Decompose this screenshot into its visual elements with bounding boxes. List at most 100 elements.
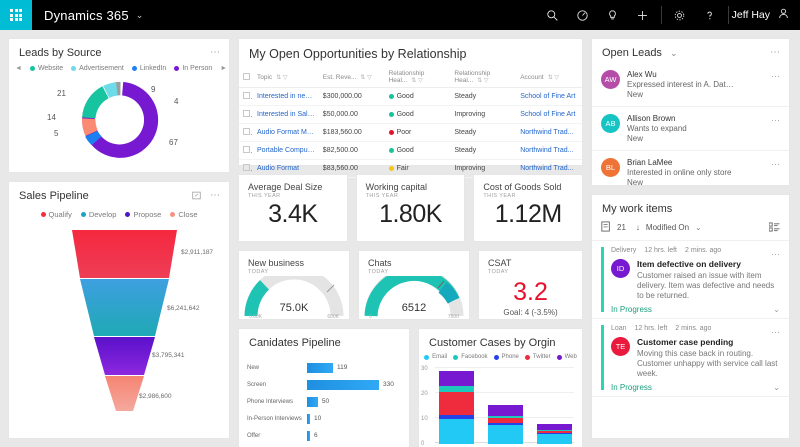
legend-item-close[interactable]: Close xyxy=(170,210,198,219)
bar-segment-web xyxy=(439,370,474,386)
search-icon[interactable] xyxy=(538,0,568,30)
legend-item-advertisement[interactable]: Advertisement xyxy=(71,65,124,72)
column-topic[interactable]: Topic ⇅ ▽ xyxy=(253,67,319,88)
column-revenue[interactable]: Est. Reve... ⇅ ▽ xyxy=(318,67,385,88)
list-item-more-button[interactable]: ⋯ xyxy=(771,115,781,125)
my-work-items-card: My work items 21 ↓ Modified On ⌄ Deliver… xyxy=(591,194,790,439)
list-item-more-button[interactable]: ⋯ xyxy=(771,71,781,81)
table-row[interactable]: Portable Computing $82,500.00 Good Steady No… xyxy=(239,141,582,160)
stacked-bar[interactable] xyxy=(488,404,523,444)
work-items-toolbar: 21 ↓ Modified On ⌄ xyxy=(592,219,789,241)
legend-next-icon[interactable]: ► xyxy=(220,65,228,72)
legend-item-develop[interactable]: Develop xyxy=(80,210,116,219)
filter-clock-icon[interactable] xyxy=(568,0,598,30)
chevron-down-icon[interactable]: ⌄ xyxy=(773,383,780,392)
leads-legend: ◄ Website Advertisement LinkedIn In Pers… xyxy=(9,63,229,72)
waffle-grid-icon[interactable] xyxy=(0,0,32,30)
row-checkbox[interactable] xyxy=(239,123,253,142)
legend-item-phone[interactable]: Phone xyxy=(493,354,519,360)
sort-icon[interactable]: ⇅ ▽ xyxy=(276,74,288,81)
list-item[interactable]: BL Brian LaMee Interested in online only s… xyxy=(592,151,789,195)
column-label: Topic xyxy=(257,73,273,81)
legend-prev-icon[interactable]: ◄ xyxy=(15,65,22,72)
row-checkbox[interactable] xyxy=(239,87,253,106)
cell-topic[interactable]: Interested in new cell p... xyxy=(253,87,319,106)
legend-item-website[interactable]: Website xyxy=(29,65,63,72)
chevron-down-icon[interactable]: ⌄ xyxy=(670,48,678,58)
work-item-more-button[interactable]: ⋯ xyxy=(771,249,781,259)
legend-item-twitter[interactable]: Twitter xyxy=(524,354,551,360)
gauge-title: New business xyxy=(248,258,305,268)
table-row[interactable]: Audio Format MP4 $183,560.00 Poor Steady Nor… xyxy=(239,123,582,142)
legend-item-web[interactable]: Web xyxy=(556,354,577,360)
user-menu[interactable]: Jeff Hay xyxy=(732,7,800,23)
bar-category-label: In-Person Interviews xyxy=(247,415,302,422)
kpi-csat: CSAT TODAY 3.2 Goal: 4 (-3.5%) xyxy=(478,250,583,320)
gauge-title: Chats xyxy=(368,258,392,268)
stacked-bar[interactable] xyxy=(439,370,474,444)
gear-icon[interactable] xyxy=(665,0,695,30)
work-item[interactable]: Loan 12 hrs. left 2 mins. ago ⋯ TE Customer c… xyxy=(592,319,789,397)
sort-field-label[interactable]: Modified On xyxy=(645,223,690,232)
cell-health: Good xyxy=(384,105,451,124)
list-item[interactable]: AW Alex Wu Expressed interest in A. Datum … xyxy=(592,63,789,107)
row-checkbox[interactable] xyxy=(239,141,253,160)
table-row[interactable]: Interested in new cell p...$300,000.00Go… xyxy=(239,87,582,106)
bar-fill[interactable] xyxy=(307,396,318,407)
sort-icon[interactable]: ⇅ ▽ xyxy=(477,78,489,84)
expand-icon[interactable] xyxy=(192,191,201,203)
column-account[interactable]: Account ⇅ ▽ xyxy=(516,67,582,88)
open-leads-more-button[interactable]: ⋯ xyxy=(770,47,781,58)
cell-topic[interactable]: Portable Computing xyxy=(253,141,319,160)
cell-account[interactable]: Northwind Trad... xyxy=(516,141,582,160)
cell-topic[interactable]: Interested in Sales Prod... xyxy=(253,105,319,124)
table-row[interactable]: Interested in Sales Prod...$50,000.00Goo… xyxy=(239,105,582,124)
legend-item-linkedin[interactable]: LinkedIn xyxy=(131,65,166,72)
cell-account[interactable]: School of Fine Art xyxy=(516,105,582,124)
sort-icon[interactable]: ⇅ ▽ xyxy=(411,78,423,84)
bar-fill[interactable] xyxy=(307,413,310,424)
leads-by-source-more-button[interactable]: ⋯ xyxy=(210,47,221,58)
help-icon[interactable] xyxy=(695,0,725,30)
chevron-down-icon[interactable]: ⌄ xyxy=(773,305,780,314)
column-health[interactable]: Relationship Heal... ⇅ ▽ xyxy=(384,67,451,88)
cell-topic[interactable]: Audio Format MP4 xyxy=(253,123,319,142)
bar-fill[interactable] xyxy=(307,430,310,441)
cell-account[interactable]: Northwind Trad... xyxy=(516,123,582,142)
chevron-down-icon[interactable]: ⌄ xyxy=(135,9,144,20)
bar-segment-facebook xyxy=(488,416,523,418)
csat-goal-label: Goal: 4 (-3.5%) xyxy=(503,308,558,317)
legend-item-email[interactable]: Email xyxy=(424,354,447,360)
cell-revenue: $82,500.00 xyxy=(318,141,385,160)
sort-arrow-icon[interactable]: ↓ xyxy=(635,223,640,232)
work-item-more-button[interactable]: ⋯ xyxy=(771,327,781,337)
lead-status: New xyxy=(627,90,644,99)
sort-icon[interactable]: ⇅ ▽ xyxy=(360,74,372,81)
plus-icon[interactable] xyxy=(628,0,658,30)
legend-item-propose[interactable]: Propose xyxy=(125,210,161,219)
work-item[interactable]: Delivery 12 hrs. left 2 mins. ago ⋯ ID Item d… xyxy=(592,241,789,319)
view-options-icon[interactable] xyxy=(768,221,780,234)
sort-icon[interactable]: ⇅ ▽ xyxy=(547,74,559,81)
bar-fill[interactable] xyxy=(307,379,379,390)
csat-subtitle: TODAY xyxy=(488,269,509,275)
select-all-checkbox[interactable] xyxy=(239,67,253,88)
legend-item-qualify[interactable]: Qualify xyxy=(40,210,72,219)
work-item-status: In Progress xyxy=(611,305,652,314)
list-item[interactable]: AB Allison Brown Wants to expand New ⋯ xyxy=(592,107,789,151)
cell-account[interactable]: School of Fine Art xyxy=(516,87,582,106)
work-item-due: 12 hrs. left xyxy=(634,325,668,332)
lightbulb-icon[interactable] xyxy=(598,0,628,30)
legend-item-in-person[interactable]: In Person xyxy=(174,65,212,72)
stacked-bar[interactable] xyxy=(537,423,572,444)
dashboard-body: Leads by Source ⋯ ◄ Website Advertisemen… xyxy=(0,30,800,447)
legend-item-facebook[interactable]: Facebook xyxy=(453,354,488,360)
column-health-trend[interactable]: Relationship Heal... ⇅ ▽ xyxy=(450,67,517,88)
kpi-title: Cost of Goods Sold xyxy=(483,182,562,192)
leads-donut-chart: 21 9 4 67 14 5 xyxy=(9,72,229,162)
row-checkbox[interactable] xyxy=(239,105,253,124)
sales-pipeline-more-button[interactable]: ⋯ xyxy=(210,190,221,201)
bar-fill[interactable] xyxy=(307,362,333,373)
list-item-more-button[interactable]: ⋯ xyxy=(771,159,781,169)
chevron-down-icon[interactable]: ⌄ xyxy=(695,223,702,232)
